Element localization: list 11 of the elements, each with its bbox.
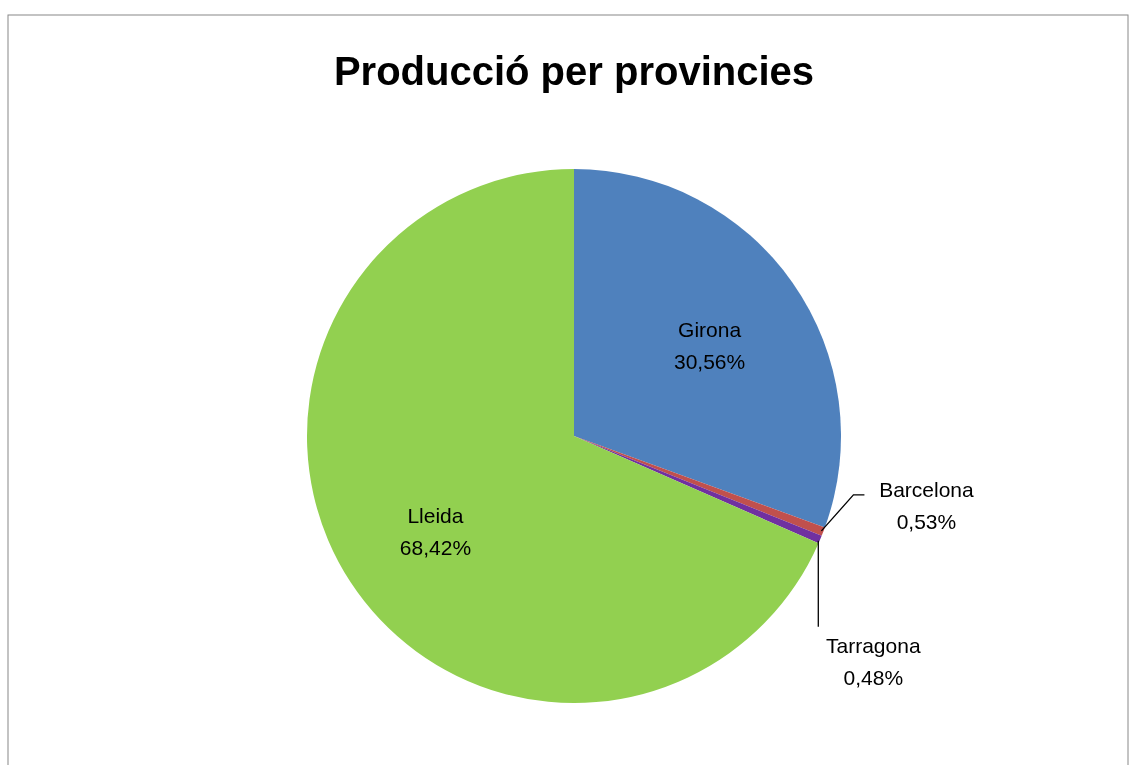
data-label: 0,48% <box>843 665 904 689</box>
slice-label: Lleida <box>407 503 464 527</box>
pie-slice <box>307 169 819 703</box>
pie-slice <box>574 169 841 528</box>
chart-title: Producció per provincies <box>333 49 815 93</box>
slice-label: Girona <box>678 318 742 342</box>
slice-label: Barcelona <box>879 477 975 501</box>
data-label: 0,53% <box>896 509 957 533</box>
data-label: 30,56% <box>674 350 746 374</box>
data-label: 68,42% <box>399 535 472 559</box>
slice-label: Tarragona <box>826 633 921 657</box>
